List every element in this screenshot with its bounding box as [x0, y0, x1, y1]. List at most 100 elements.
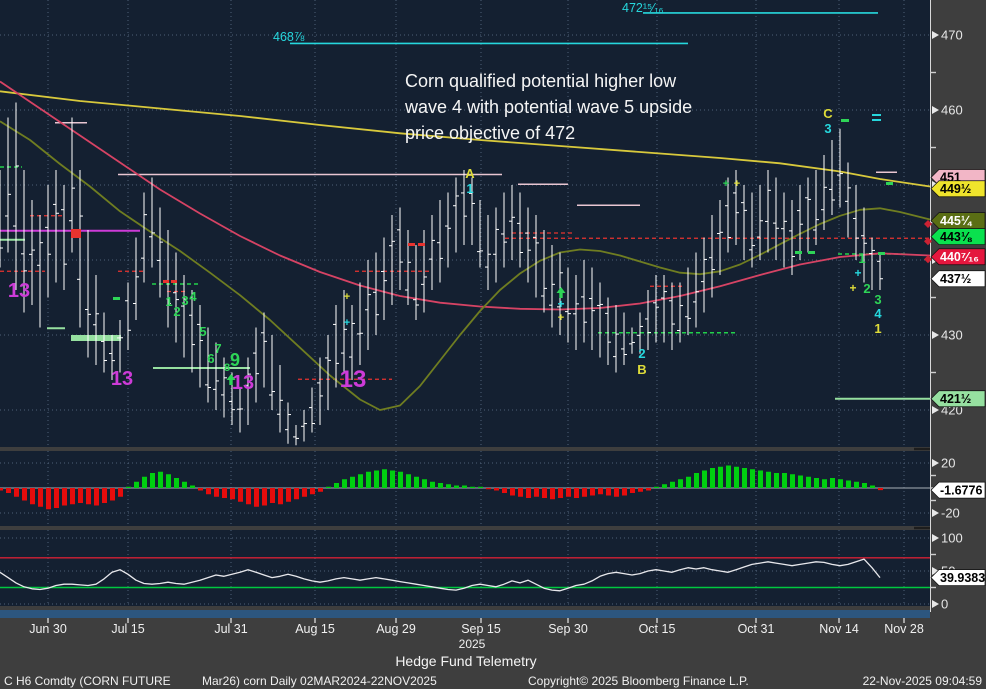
- axis-tick-label: 470: [941, 28, 963, 43]
- price-tag: [930, 270, 986, 288]
- wave-label: 9: [230, 350, 240, 370]
- wave-label: +: [849, 281, 856, 295]
- chart-source-title: Hedge Fund Telemetry: [395, 653, 536, 669]
- wave-label: 1: [874, 321, 881, 336]
- annotation-line-2: wave 4 with potential wave 5 upside: [404, 97, 692, 117]
- wave-label: B: [637, 362, 646, 377]
- price-tag: [930, 390, 986, 408]
- objective-price-label: 468⅞: [273, 30, 305, 44]
- axis-tick-label: 460: [941, 103, 963, 118]
- wave-label: 13: [232, 372, 254, 394]
- objective-price-label: 472¹⁵⁄₁₆: [622, 1, 664, 15]
- oscillator: [0, 557, 930, 592]
- ma-mid-red: [0, 80, 931, 311]
- svg-text:-1.6776: -1.6776: [940, 483, 982, 497]
- price-objective-lines: 472¹⁵⁄₁₆ 468⅞: [273, 1, 878, 45]
- svg-text:443⅛: 443⅛: [940, 230, 973, 244]
- date-tick-label: Oct 31: [738, 622, 775, 636]
- svg-text:449½: 449½: [940, 182, 971, 196]
- date-tick-label: Jul 31: [214, 622, 247, 636]
- oscillator-panel: [0, 530, 930, 606]
- price-tag: [930, 180, 986, 198]
- wave-label: 1: [466, 181, 473, 196]
- up-arrow-icon: [226, 374, 236, 385]
- ma-short-olive: [0, 120, 931, 411]
- axis-tick-label: 20: [941, 456, 955, 471]
- alert-diamond-icon: [924, 255, 932, 264]
- date-tick-label: Oct 15: [639, 622, 676, 636]
- chart-surface[interactable]: [0, 0, 930, 610]
- axis-tick-label: 430: [941, 328, 963, 343]
- wave-label: +: [558, 312, 564, 324]
- signal-arrows: [226, 287, 566, 385]
- wave-label: 1: [858, 251, 865, 266]
- svg-text:437½: 437½: [940, 272, 971, 286]
- axis-tick-label: 100: [941, 531, 963, 546]
- alert-diamond-icon: [924, 220, 932, 228]
- panel-separators: [914, 447, 930, 530]
- osc-line: [0, 558, 881, 592]
- price-tag: [930, 212, 986, 229]
- footer-ticker: C H6 Comdty (CORN FUTURE: [4, 674, 171, 688]
- price-tags: 451449½445¼443⅛440⁷⁄₁₆437½421½-1.677639.…: [924, 169, 986, 586]
- wave-label: +: [344, 317, 350, 329]
- wave-label: 6: [207, 351, 214, 366]
- wave-label: +: [734, 178, 740, 190]
- wave-label: C: [823, 106, 833, 121]
- wave-label: 1: [165, 294, 172, 309]
- wave-label: +: [854, 266, 861, 280]
- moving-averages: [0, 80, 931, 411]
- svg-text:39.9383: 39.9383: [940, 571, 985, 585]
- wave-label: 2: [863, 281, 870, 296]
- price-tag: [930, 228, 986, 245]
- date-tick-label: Aug 29: [376, 622, 416, 636]
- wave-label: A: [465, 166, 475, 181]
- footer-contract: Mar26) corn Daily 02MAR2024-22NOV2025: [202, 674, 437, 688]
- axis-tick-label: -20: [941, 506, 960, 521]
- svg-text:440⁷⁄₁₆: 440⁷⁄₁₆: [940, 250, 979, 264]
- ohlc-bars: [0, 102, 883, 446]
- footer-copyright: Copyright© 2025 Bloomberg Finance L.P.: [528, 674, 749, 688]
- wave-label: 13: [8, 280, 30, 302]
- date-tick-label: Jul 15: [111, 622, 144, 636]
- annotation-line-1: Corn qualified potential higher low: [405, 71, 677, 91]
- wave-label: +: [557, 297, 564, 311]
- wave-label: 7: [214, 341, 221, 356]
- wave-label: 3: [181, 293, 188, 308]
- wave-label: +: [723, 178, 729, 190]
- wave-label: 5: [199, 324, 206, 339]
- wave-label: 4: [189, 289, 197, 304]
- annotation-line-3: price objective of 472: [405, 123, 575, 143]
- up-arrow-icon: [556, 287, 566, 298]
- wave-label: 8: [224, 362, 230, 374]
- axis-tick-label: 0: [941, 597, 948, 612]
- wave-label: +: [344, 291, 350, 303]
- wave-label: 13: [340, 366, 367, 393]
- wave-label: 4: [874, 306, 882, 321]
- alert-diamond-icon: [924, 237, 932, 246]
- date-tick-label: Sep 15: [461, 622, 501, 636]
- price-tag: [930, 481, 986, 499]
- date-tick-label: Jun 30: [29, 622, 67, 636]
- wave-label: 2: [638, 346, 645, 361]
- footer-timestamp: 22-Nov-2025 09:04:59: [863, 674, 983, 688]
- date-tick-label: Aug 15: [295, 622, 335, 636]
- wave-label: 13: [111, 368, 133, 390]
- bar-marks: [71, 114, 893, 300]
- wave-label: 3: [824, 121, 831, 136]
- price-tag: [930, 569, 986, 586]
- ma-long-yellow: [0, 90, 931, 188]
- date-tick-label: Sep 30: [548, 622, 588, 636]
- year-label: 2025: [459, 637, 486, 651]
- macd-histogram: [0, 465, 930, 510]
- date-tick-label: Nov 28: [884, 622, 924, 636]
- price-tag: [930, 248, 986, 266]
- gridlines: [0, 0, 930, 606]
- date-tick-label: Nov 14: [819, 622, 859, 636]
- x-axis: Jun 30 Jul 15 Jul 31 Aug 15 Aug 29 Sep 15 Sep …: [0, 610, 930, 636]
- wave-label: 2: [173, 304, 180, 319]
